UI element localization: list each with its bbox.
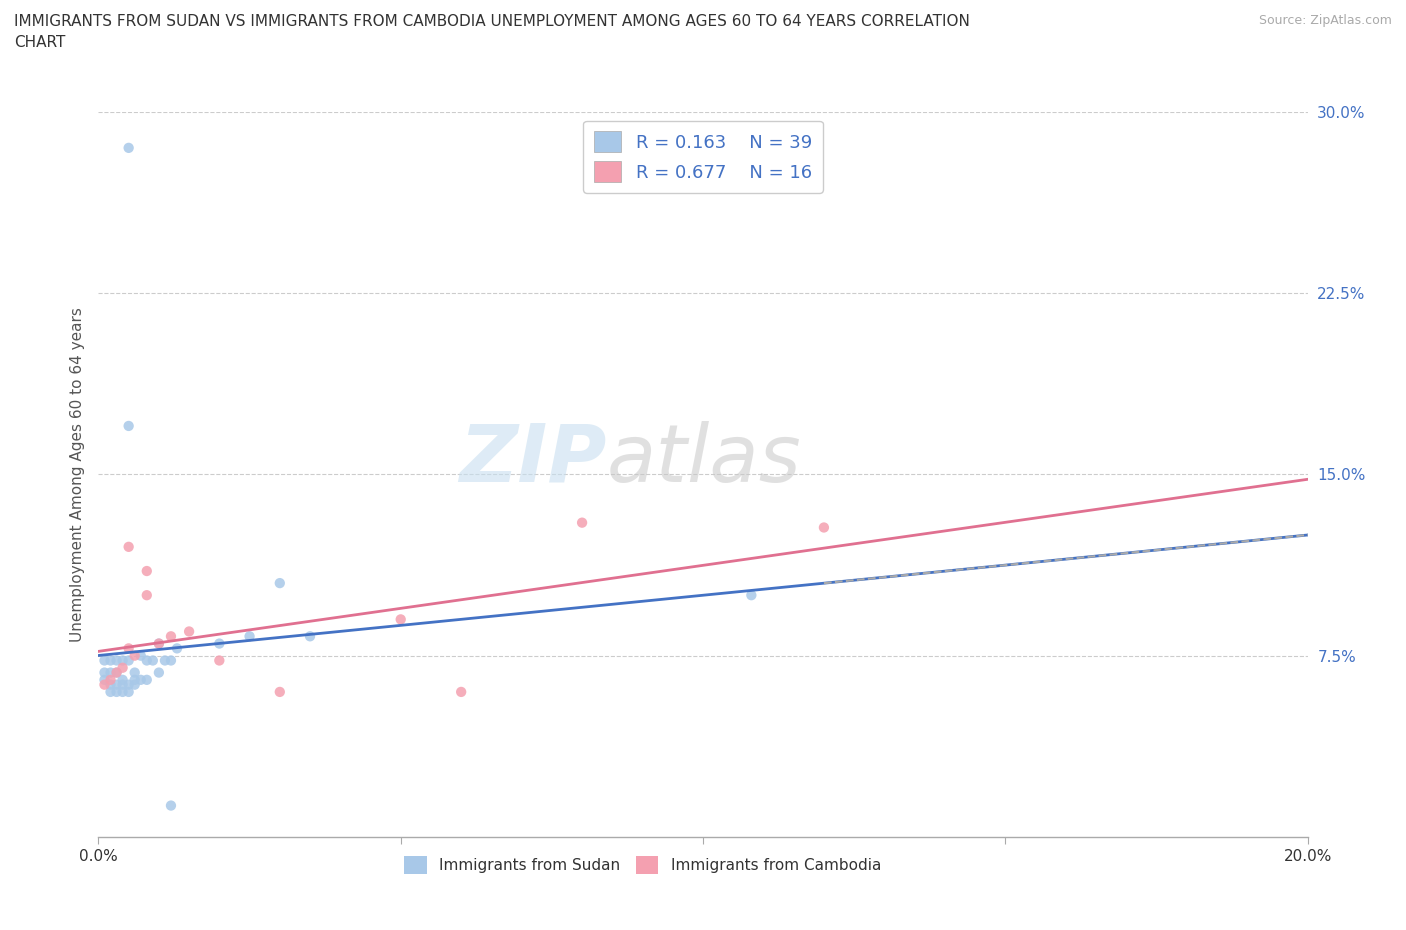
Legend: Immigrants from Sudan, Immigrants from Cambodia: Immigrants from Sudan, Immigrants from C… [398, 850, 887, 880]
Point [269, 576, 291, 591]
Point [118, 684, 141, 699]
Point [148, 636, 170, 651]
Point [389, 612, 412, 627]
Point [160, 653, 183, 668]
Point [148, 665, 170, 680]
Point [135, 653, 157, 668]
Point [105, 684, 128, 699]
Point [105, 653, 128, 668]
Point [118, 653, 141, 668]
Point [111, 684, 134, 699]
Point [100, 653, 122, 668]
Point [160, 798, 183, 813]
Point [118, 418, 141, 433]
Point [269, 684, 291, 699]
Point [208, 636, 231, 651]
Point [740, 588, 762, 603]
Point [100, 684, 122, 699]
Point [118, 641, 141, 656]
Point [111, 672, 134, 687]
Point [100, 672, 122, 687]
Point [142, 653, 165, 668]
Point [239, 629, 262, 644]
Point [118, 140, 141, 155]
Point [105, 677, 128, 692]
Point [105, 665, 128, 680]
Point [208, 653, 231, 668]
Point [100, 665, 122, 680]
Point [111, 660, 134, 675]
Point [135, 588, 157, 603]
Point [148, 636, 170, 651]
Point [813, 520, 835, 535]
Point [93, 677, 115, 692]
Point [111, 653, 134, 668]
Point [299, 629, 322, 644]
Point [135, 672, 157, 687]
Point [93, 653, 115, 668]
Point [129, 648, 152, 663]
Point [179, 624, 201, 639]
Point [93, 672, 115, 687]
Y-axis label: Unemployment Among Ages 60 to 64 years: Unemployment Among Ages 60 to 64 years [69, 307, 84, 642]
Point [124, 677, 146, 692]
Text: ZIP: ZIP [458, 420, 606, 498]
Point [129, 672, 152, 687]
Point [450, 684, 472, 699]
Point [111, 677, 134, 692]
Point [153, 653, 176, 668]
Point [124, 672, 146, 687]
Point [135, 564, 157, 578]
Text: atlas: atlas [606, 420, 801, 498]
Point [118, 539, 141, 554]
Point [124, 648, 146, 663]
Point [571, 515, 593, 530]
Point [124, 665, 146, 680]
Point [93, 665, 115, 680]
Point [166, 641, 188, 656]
Point [160, 629, 183, 644]
Text: CHART: CHART [14, 35, 66, 50]
Point [105, 665, 128, 680]
Text: IMMIGRANTS FROM SUDAN VS IMMIGRANTS FROM CAMBODIA UNEMPLOYMENT AMONG AGES 60 TO : IMMIGRANTS FROM SUDAN VS IMMIGRANTS FROM… [14, 14, 970, 29]
Point [100, 677, 122, 692]
Point [118, 677, 141, 692]
Text: Source: ZipAtlas.com: Source: ZipAtlas.com [1258, 14, 1392, 27]
